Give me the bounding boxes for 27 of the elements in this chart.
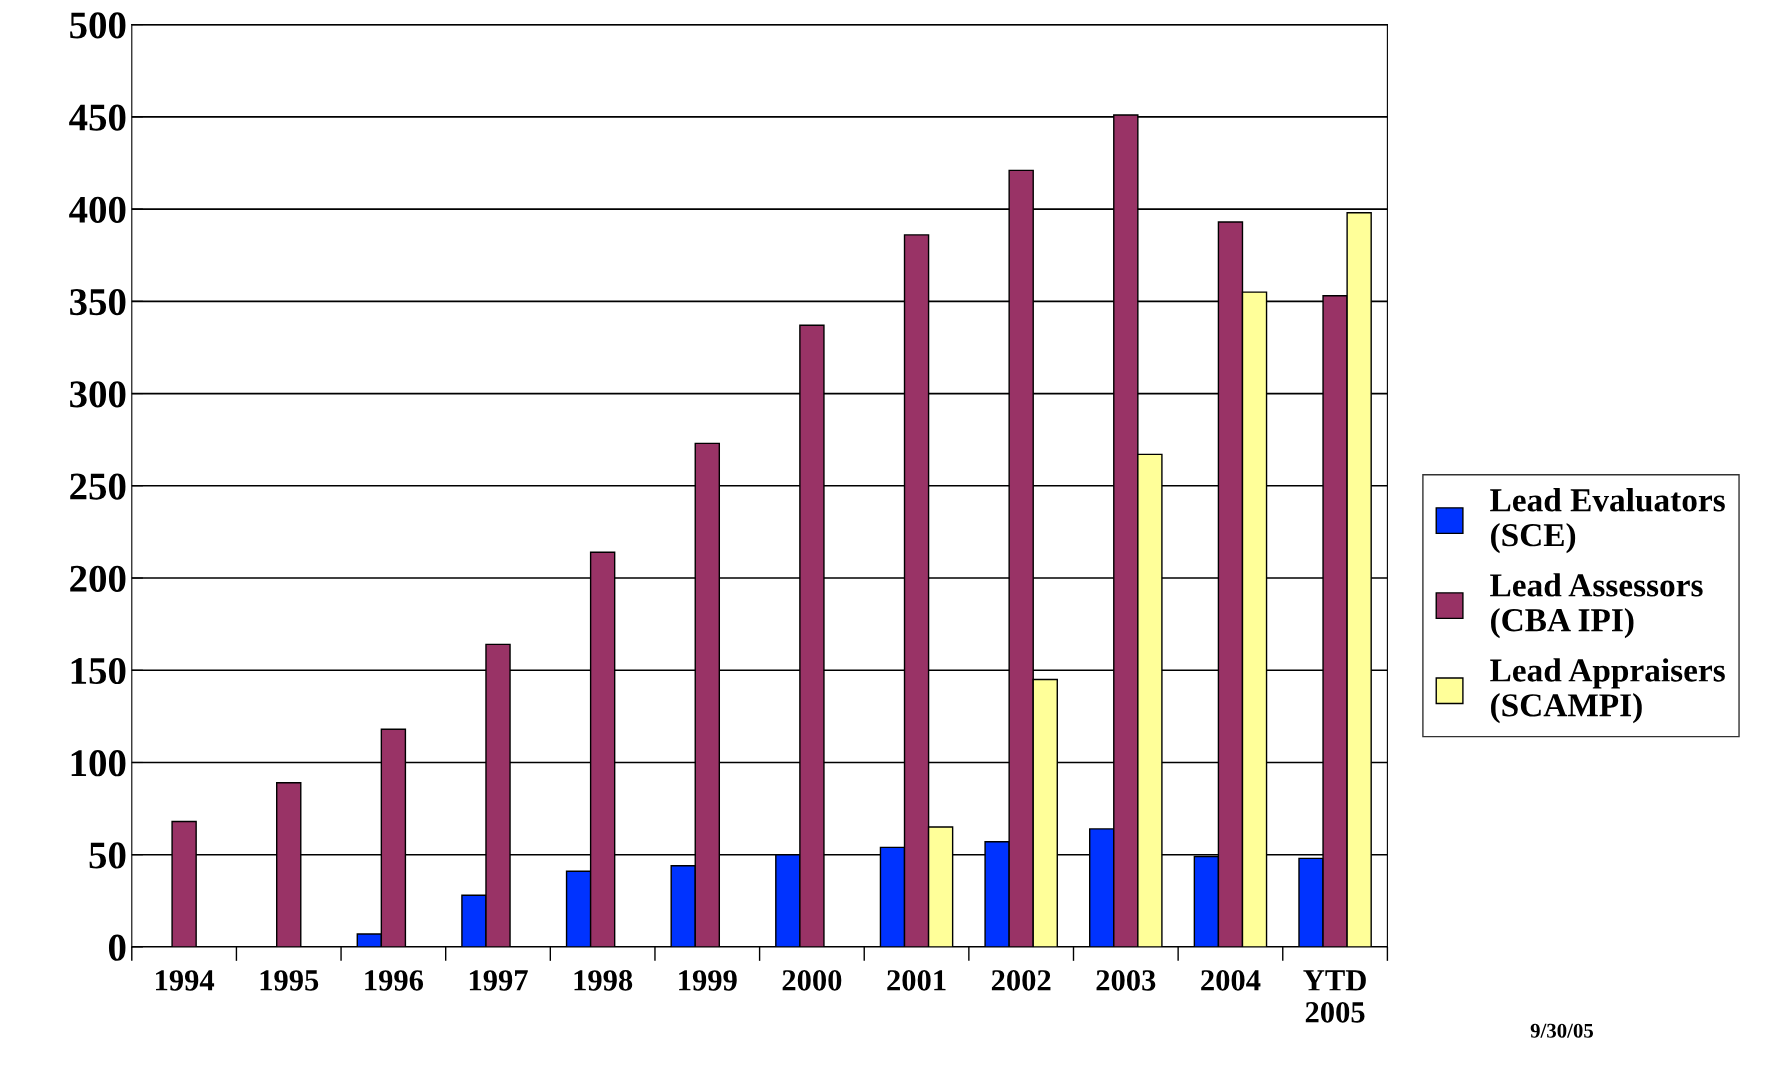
y-tick-label: 450 xyxy=(69,104,126,131)
y-tick-label: 400 xyxy=(69,196,126,223)
y-tick-label: 100 xyxy=(71,750,126,777)
y-tick-label: 50 xyxy=(89,842,126,869)
legend-label: Lead Appraisers (SCAMPI) xyxy=(1490,658,1725,724)
text: 9/30/05 xyxy=(1530,1023,1594,1038)
y-tick-label: 300 xyxy=(70,381,126,408)
x-tick-label: 2001 xyxy=(887,970,946,991)
y-tick-label: 500 xyxy=(70,12,126,39)
x-tick-label: 2004 xyxy=(1201,970,1261,991)
legend-label: Lead Evaluators (SCE) xyxy=(1490,488,1725,554)
x-tick-label: 1998 xyxy=(574,970,633,991)
y-tick-label: 0 xyxy=(108,934,126,961)
y-tick-label: 200 xyxy=(70,565,126,592)
legend-label: Lead Assessors (CBA IPI) xyxy=(1490,573,1703,639)
y-tick-label: 250 xyxy=(70,473,126,500)
x-tick-label: 1997 xyxy=(469,970,528,991)
x-tick-label: 2000 xyxy=(782,970,842,991)
x-tick-label: 2003 xyxy=(1096,970,1156,991)
x-tick-label: 2002 xyxy=(991,970,1051,991)
y-tick-label: 350 xyxy=(70,288,126,316)
y-tick-label: 150 xyxy=(71,657,126,685)
x-tick-label: 1994 xyxy=(156,970,215,991)
x-tick-label: 1999 xyxy=(679,970,737,991)
x-tick-label: 1995 xyxy=(260,970,319,991)
x-tick-label: 1996 xyxy=(365,970,424,991)
x-tick-label: YTD 2005 xyxy=(1303,970,1366,1023)
